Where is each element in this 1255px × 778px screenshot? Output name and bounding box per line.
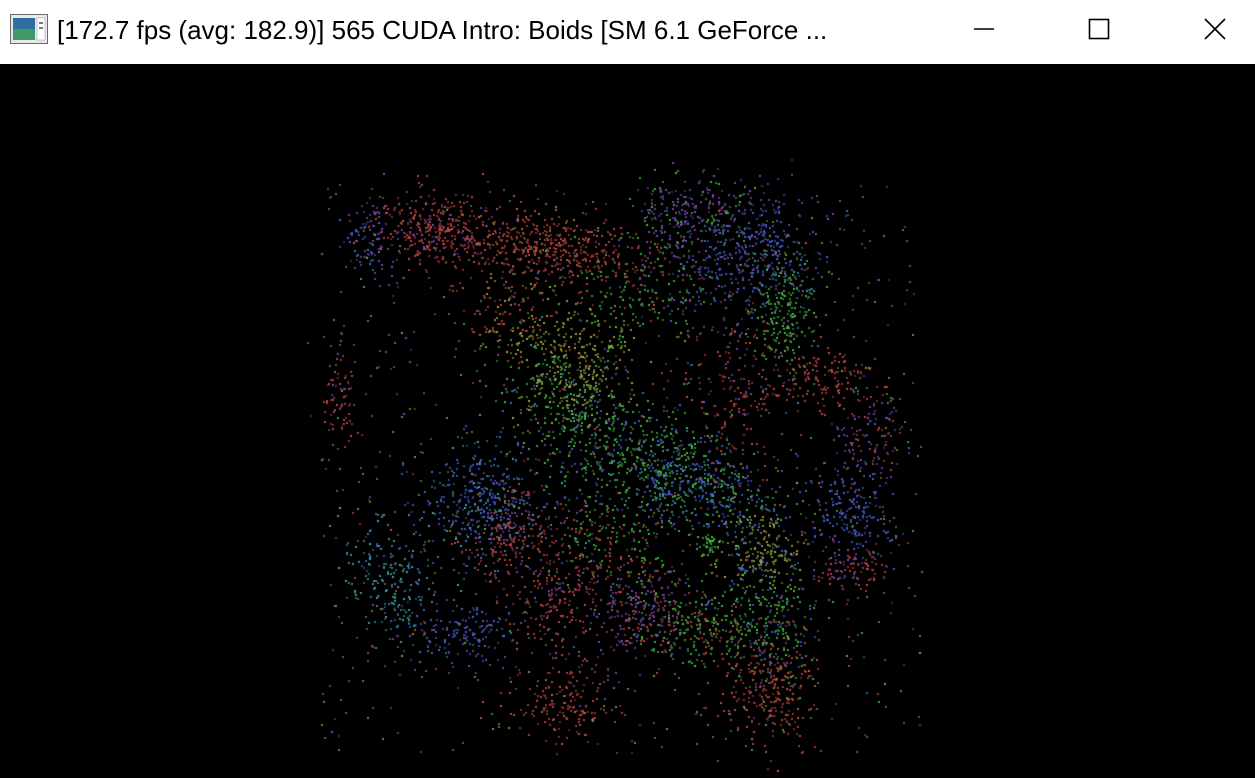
- maximize-button[interactable]: [1041, 0, 1157, 58]
- maximize-icon: [1088, 18, 1110, 40]
- boids-particle-canvas: [0, 64, 1255, 778]
- minimize-button[interactable]: [926, 0, 1042, 58]
- window-title: [172.7 fps (avg: 182.9)] 565 CUDA Intro:…: [57, 15, 828, 45]
- close-button[interactable]: [1157, 0, 1255, 58]
- close-icon: [1204, 18, 1226, 40]
- minimize-icon: [974, 28, 994, 30]
- app-icon[interactable]: [10, 14, 48, 44]
- title-bar[interactable]: [172.7 fps (avg: 182.9)] 565 CUDA Intro:…: [0, 0, 1255, 64]
- simulation-viewport[interactable]: [0, 64, 1255, 778]
